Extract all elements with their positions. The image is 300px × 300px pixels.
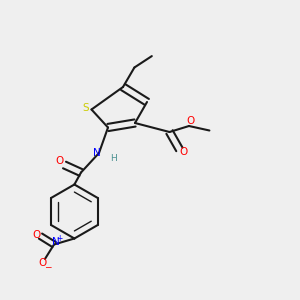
Text: O: O [38, 258, 47, 268]
Text: −: − [44, 262, 52, 271]
Text: N: N [52, 237, 59, 247]
Text: O: O [55, 156, 63, 167]
Text: O: O [186, 116, 195, 126]
Text: N: N [93, 148, 101, 158]
Text: S: S [83, 103, 89, 113]
Text: O: O [180, 147, 188, 157]
Text: H: H [110, 154, 117, 163]
Text: +: + [56, 234, 63, 243]
Text: O: O [33, 230, 41, 240]
